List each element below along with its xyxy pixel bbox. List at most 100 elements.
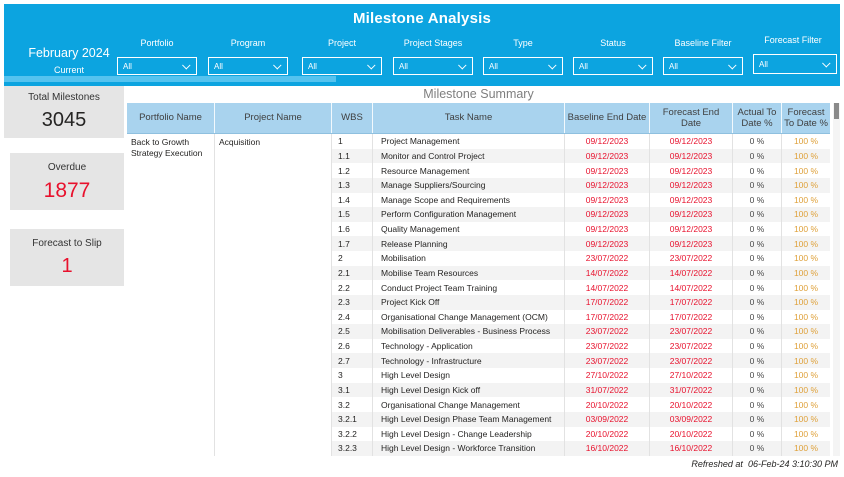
table-row-baseline-date[interactable]: 09/12/2023 [565, 236, 650, 251]
table-row-forecast-date[interactable]: 17/07/2022 [650, 294, 733, 310]
table-row-actual-pct[interactable]: 0 % [733, 338, 782, 354]
filter-dropdown[interactable]: All [753, 54, 837, 74]
table-row-baseline-date[interactable]: 03/09/2022 [565, 411, 650, 427]
table-row-actual-pct[interactable]: 0 % [733, 134, 782, 149]
table-row-actual-pct[interactable]: 0 % [733, 251, 782, 266]
table-row-forecast-date[interactable]: 09/12/2023 [650, 207, 733, 222]
column-header[interactable]: Actual To Date % [733, 103, 782, 133]
table-row-baseline-date[interactable]: 09/12/2023 [565, 192, 650, 208]
table-row-forecast-date[interactable]: 09/12/2023 [650, 134, 733, 149]
table-row-forecast-date[interactable]: 23/07/2022 [650, 251, 733, 266]
table-row-task[interactable]: Mobilisation Deliverables - Business Pro… [373, 324, 565, 339]
table-row-actual-pct[interactable]: 0 % [733, 163, 782, 178]
column-header[interactable]: Portfolio Name [127, 103, 215, 133]
column-header[interactable]: Project Name [215, 103, 332, 133]
table-row-forecast-date[interactable]: 17/07/2022 [650, 309, 733, 325]
table-row-baseline-date[interactable]: 23/07/2022 [565, 353, 650, 368]
table-row-wbs[interactable]: 1.2 [332, 163, 373, 178]
table-row-task[interactable]: High Level Design [373, 368, 565, 383]
table-row-actual-pct[interactable]: 0 % [733, 236, 782, 251]
table-row-forecast-date[interactable]: 23/07/2022 [650, 353, 733, 368]
table-row-baseline-date[interactable]: 09/12/2023 [565, 221, 650, 237]
table-row-forecast-date[interactable]: 09/12/2023 [650, 192, 733, 208]
column-header[interactable]: Task Name [373, 103, 565, 133]
table-row-forecast-pct[interactable]: 100 % [793, 341, 819, 352]
table-row-actual-pct[interactable]: 0 % [733, 426, 782, 442]
table-row-forecast-pct[interactable]: 100 % [782, 411, 830, 427]
table-row-forecast-pct[interactable]: 100 % [793, 282, 819, 293]
table-row-forecast-pct[interactable]: 100 % [793, 253, 819, 264]
table-row-task[interactable]: High Level Design Phase Team Management [373, 411, 565, 427]
filter-dropdown[interactable]: All [393, 57, 473, 75]
table-row-wbs[interactable]: 3.2.2 [332, 426, 373, 442]
table-row-task[interactable]: Organisational Change Management (OCM) [373, 309, 565, 325]
table-row-wbs[interactable]: 2.4 [332, 309, 373, 325]
table-row-wbs[interactable]: 1.3 [332, 177, 373, 193]
table-row-baseline-date[interactable]: 09/12/2023 [565, 148, 650, 164]
table-row-forecast-date[interactable]: 27/10/2022 [650, 368, 733, 383]
table-row-wbs[interactable]: 3.2.3 [332, 441, 373, 456]
table-row-forecast-date[interactable]: 09/12/2023 [650, 236, 733, 251]
scrollbar-thumb[interactable] [834, 103, 839, 119]
table-row-actual-pct[interactable]: 0 % [733, 309, 782, 325]
table-row-baseline-date[interactable]: 20/10/2022 [565, 397, 650, 412]
table-row-wbs[interactable]: 3.1 [332, 382, 373, 398]
table-row-task[interactable]: Project Kick Off [373, 294, 565, 310]
table-row-forecast-pct[interactable]: 100 % [782, 382, 830, 398]
table-row-forecast-date[interactable]: 16/10/2022 [650, 441, 733, 456]
table-row-wbs[interactable]: 1.5 [332, 207, 373, 222]
table-row-task[interactable]: Organisational Change Management [373, 397, 565, 412]
table-row-wbs[interactable]: 2 [332, 251, 373, 266]
table-row-baseline-date[interactable]: 09/12/2023 [565, 163, 650, 178]
table-row-forecast-pct[interactable]: 100 % [793, 370, 819, 381]
filter-dropdown[interactable]: All [117, 57, 197, 75]
table-row-wbs[interactable]: 1.4 [332, 192, 373, 208]
table-row-baseline-date[interactable]: 14/07/2022 [565, 280, 650, 295]
table-row-wbs[interactable]: 2.3 [332, 294, 373, 310]
table-row-forecast-date[interactable]: 31/07/2022 [650, 382, 733, 398]
filter-dropdown[interactable]: All [302, 57, 382, 75]
table-row-forecast-pct[interactable]: 100 % [793, 224, 819, 235]
filter-dropdown[interactable]: All [208, 57, 288, 75]
table-row-forecast-date[interactable]: 03/09/2022 [650, 411, 733, 427]
table-row-task[interactable]: Mobilisation [373, 251, 565, 266]
table-row-baseline-date[interactable]: 09/12/2023 [565, 177, 650, 193]
filter-dropdown[interactable]: All [483, 57, 563, 75]
table-row-task[interactable]: High Level Design Kick off [373, 382, 565, 398]
table-row-task[interactable]: Quality Management [373, 221, 565, 237]
table-row-forecast-pct[interactable]: 100 % [782, 294, 830, 310]
table-row-forecast-pct[interactable]: 100 % [793, 194, 819, 205]
table-row-actual-pct[interactable]: 0 % [733, 207, 782, 222]
table-row-actual-pct[interactable]: 0 % [733, 353, 782, 368]
table-row-wbs[interactable]: 1.6 [332, 221, 373, 237]
table-row-baseline-date[interactable]: 09/12/2023 [565, 207, 650, 222]
table-row-forecast-date[interactable]: 09/12/2023 [650, 177, 733, 193]
table-row-wbs[interactable]: 2.5 [332, 324, 373, 339]
table-row-baseline-date[interactable]: 14/07/2022 [565, 265, 650, 281]
table-row-task[interactable]: High Level Design - Change Leadership [373, 426, 565, 442]
table-row-actual-pct[interactable]: 0 % [733, 294, 782, 310]
table-row-forecast-pct[interactable]: 100 % [782, 177, 830, 193]
table-row-wbs[interactable]: 1.1 [332, 148, 373, 164]
table-row-forecast-date[interactable]: 14/07/2022 [650, 280, 733, 295]
table-row-forecast-date[interactable]: 09/12/2023 [650, 221, 733, 237]
table-row-baseline-date[interactable]: 09/12/2023 [565, 134, 650, 149]
table-row-actual-pct[interactable]: 0 % [733, 280, 782, 295]
table-row-wbs[interactable]: 1.7 [332, 236, 373, 251]
table-row-forecast-date[interactable]: 20/10/2022 [650, 426, 733, 442]
column-header[interactable]: Forecast To Date % [784, 106, 828, 129]
table-row-forecast-pct[interactable]: 100 % [782, 353, 830, 368]
table-row-actual-pct[interactable]: 0 % [733, 221, 782, 237]
table-row-task[interactable]: Monitor and Control Project [373, 148, 565, 164]
table-row-forecast-date[interactable]: 09/12/2023 [650, 148, 733, 164]
table-row-baseline-date[interactable]: 17/07/2022 [565, 309, 650, 325]
table-row-task[interactable]: Project Management [373, 134, 565, 149]
table-row-actual-pct[interactable]: 0 % [733, 382, 782, 398]
table-row-task[interactable]: Release Planning [373, 236, 565, 251]
table-row-forecast-pct[interactable]: 100 % [782, 148, 830, 164]
table-row-baseline-date[interactable]: 17/07/2022 [565, 294, 650, 310]
table-row-task[interactable]: Conduct Project Team Training [373, 280, 565, 295]
table-row-wbs[interactable]: 1 [332, 134, 373, 149]
table-row-wbs[interactable]: 3 [332, 368, 373, 383]
table-row-forecast-date[interactable]: 23/07/2022 [650, 338, 733, 354]
